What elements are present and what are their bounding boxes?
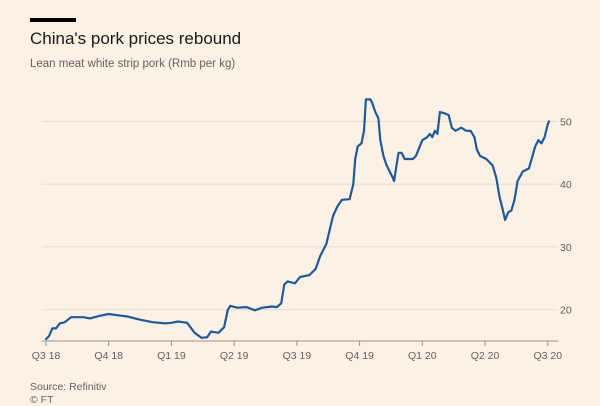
x-axis: Q3 18 Q4 18 Q1 19 Q2 19 Q3 19 Q4 19 Q1 20 Q2 20… (32, 340, 562, 362)
y-tick-label-20: 20 (560, 305, 572, 317)
chart-subtitle: Lean meat white strip pork (Rmb per kg) (30, 58, 236, 70)
x-tick-label-4: Q3 19 (283, 350, 312, 362)
x-tick-label-1: Q4 18 (94, 350, 123, 362)
gridlines (42, 120, 558, 311)
x-tick-label-0: Q3 18 (32, 350, 61, 362)
series-line-0 (44, 98, 551, 341)
series-layer (44, 98, 551, 341)
source-note: Source: Refinitiv (30, 381, 107, 393)
x-tick-label-6: Q1 20 (408, 350, 437, 362)
x-tick-label-5: Q4 19 (345, 350, 374, 362)
x-tick-label-8: Q3 20 (533, 350, 562, 362)
y-tick-label-30: 30 (560, 242, 572, 254)
x-tick-label-7: Q2 20 (471, 350, 500, 362)
x-tick-label-2: Q1 19 (157, 350, 186, 362)
chart-title: China's pork prices rebound (30, 29, 242, 48)
title-accent-bar (30, 18, 76, 22)
y-tick-label-50: 50 (560, 116, 572, 128)
y-tick-label-40: 40 (560, 179, 572, 191)
y-axis-labels: 20 30 40 50 (560, 116, 572, 316)
credit-note: © FT (30, 394, 54, 406)
x-tick-label-3: Q2 19 (220, 350, 249, 362)
